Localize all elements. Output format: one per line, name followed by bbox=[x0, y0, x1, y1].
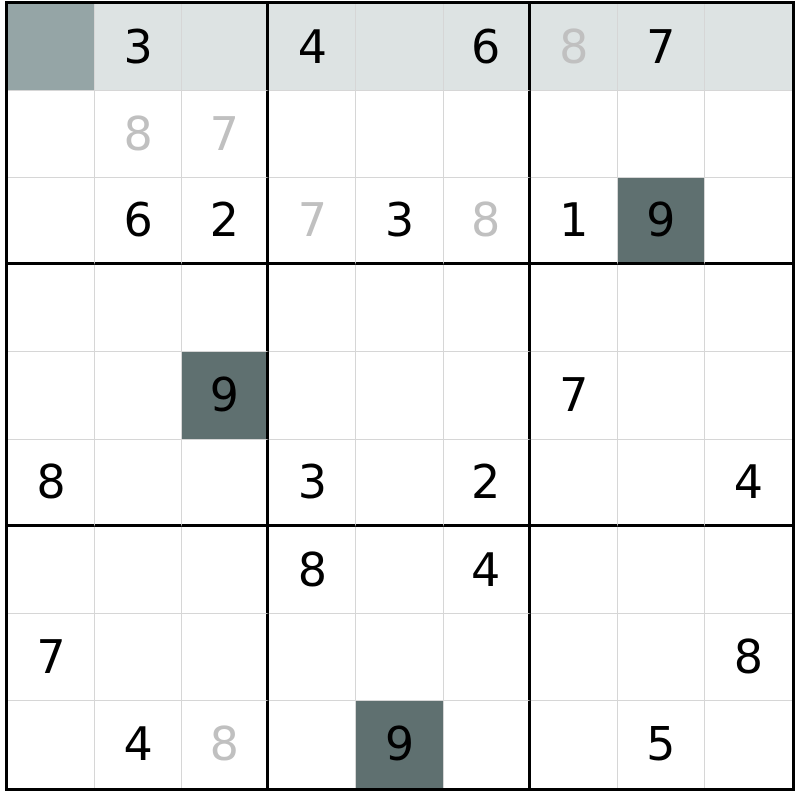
cell-r1c8[interactable]: 7 bbox=[617, 4, 705, 92]
cell-r9c6[interactable] bbox=[443, 700, 531, 788]
cell-r9c7[interactable] bbox=[530, 700, 618, 788]
cell-r7c7[interactable] bbox=[530, 526, 618, 614]
cell-r5c1[interactable] bbox=[8, 352, 96, 440]
cell-r4c6[interactable] bbox=[443, 265, 531, 353]
cell-r6c6[interactable]: 2 bbox=[443, 439, 531, 527]
cell-r3c3[interactable]: 2 bbox=[182, 178, 270, 266]
cell-r1c3[interactable] bbox=[182, 4, 270, 92]
cell-r4c8[interactable] bbox=[617, 265, 705, 353]
cell-r8c3[interactable] bbox=[182, 613, 270, 701]
cell-r7c6[interactable]: 4 bbox=[443, 526, 531, 614]
cell-r3c5[interactable]: 3 bbox=[356, 178, 444, 266]
cell-r4c3[interactable] bbox=[182, 265, 270, 353]
cell-r5c5[interactable] bbox=[356, 352, 444, 440]
cell-r5c3[interactable]: 9 bbox=[182, 352, 270, 440]
cell-r8c7[interactable] bbox=[530, 613, 618, 701]
cell-r2c8[interactable] bbox=[617, 91, 705, 179]
cell-r5c4[interactable] bbox=[269, 352, 357, 440]
cell-r6c1[interactable]: 8 bbox=[8, 439, 96, 527]
cell-r8c4[interactable] bbox=[269, 613, 357, 701]
cell-r7c4[interactable]: 8 bbox=[269, 526, 357, 614]
cell-r6c7[interactable] bbox=[530, 439, 618, 527]
cell-r8c6[interactable] bbox=[443, 613, 531, 701]
cell-r8c9[interactable]: 8 bbox=[704, 613, 792, 701]
cell-r2c3[interactable]: 7 bbox=[182, 91, 270, 179]
cell-r2c1[interactable] bbox=[8, 91, 96, 179]
cell-r2c5[interactable] bbox=[356, 91, 444, 179]
cell-r4c7[interactable] bbox=[530, 265, 618, 353]
cell-r6c9[interactable]: 4 bbox=[704, 439, 792, 527]
cell-r9c3[interactable]: 8 bbox=[182, 700, 270, 788]
cell-r7c9[interactable] bbox=[704, 526, 792, 614]
cell-r1c9[interactable] bbox=[704, 4, 792, 92]
cell-r3c9[interactable] bbox=[704, 178, 792, 266]
cell-r4c2[interactable] bbox=[95, 265, 183, 353]
cell-r3c1[interactable] bbox=[8, 178, 96, 266]
cell-r1c2[interactable]: 3 bbox=[95, 4, 183, 92]
cell-r4c9[interactable] bbox=[704, 265, 792, 353]
cell-r3c2[interactable]: 6 bbox=[95, 178, 183, 266]
cell-r7c1[interactable] bbox=[8, 526, 96, 614]
cell-r9c4[interactable] bbox=[269, 700, 357, 788]
cell-r1c4[interactable]: 4 bbox=[269, 4, 357, 92]
cell-r3c8[interactable]: 9 bbox=[617, 178, 705, 266]
cell-r2c9[interactable] bbox=[704, 91, 792, 179]
cell-r5c9[interactable] bbox=[704, 352, 792, 440]
cell-r4c4[interactable] bbox=[269, 265, 357, 353]
cell-r5c7[interactable]: 7 bbox=[530, 352, 618, 440]
cell-r9c1[interactable] bbox=[8, 700, 96, 788]
cell-r9c9[interactable] bbox=[704, 700, 792, 788]
cell-r2c6[interactable] bbox=[443, 91, 531, 179]
cell-r1c1[interactable] bbox=[8, 4, 96, 92]
cell-r7c5[interactable] bbox=[356, 526, 444, 614]
cell-r3c4[interactable]: 7 bbox=[269, 178, 357, 266]
cell-r1c7[interactable]: 8 bbox=[530, 4, 618, 92]
cell-r9c2[interactable]: 4 bbox=[95, 700, 183, 788]
cell-r5c8[interactable] bbox=[617, 352, 705, 440]
cell-r9c8[interactable]: 5 bbox=[617, 700, 705, 788]
cell-r1c6[interactable]: 6 bbox=[443, 4, 531, 92]
cell-r6c5[interactable] bbox=[356, 439, 444, 527]
cell-r6c8[interactable] bbox=[617, 439, 705, 527]
cell-r8c5[interactable] bbox=[356, 613, 444, 701]
cell-r5c2[interactable] bbox=[95, 352, 183, 440]
cell-r3c6[interactable]: 8 bbox=[443, 178, 531, 266]
cell-r7c8[interactable] bbox=[617, 526, 705, 614]
cell-r5c6[interactable] bbox=[443, 352, 531, 440]
cell-r8c2[interactable] bbox=[95, 613, 183, 701]
cell-r6c2[interactable] bbox=[95, 439, 183, 527]
cell-r4c1[interactable] bbox=[8, 265, 96, 353]
cell-r1c5[interactable] bbox=[356, 4, 444, 92]
cell-r9c5[interactable]: 9 bbox=[356, 700, 444, 788]
cell-r4c5[interactable] bbox=[356, 265, 444, 353]
cell-r2c2[interactable]: 8 bbox=[95, 91, 183, 179]
cell-r8c1[interactable]: 7 bbox=[8, 613, 96, 701]
cell-r7c3[interactable] bbox=[182, 526, 270, 614]
cell-r7c2[interactable] bbox=[95, 526, 183, 614]
cell-r8c8[interactable] bbox=[617, 613, 705, 701]
cell-r6c4[interactable]: 3 bbox=[269, 439, 357, 527]
cell-r2c4[interactable] bbox=[269, 91, 357, 179]
cell-r3c7[interactable]: 1 bbox=[530, 178, 618, 266]
cell-r2c7[interactable] bbox=[530, 91, 618, 179]
cell-r6c3[interactable] bbox=[182, 439, 270, 527]
